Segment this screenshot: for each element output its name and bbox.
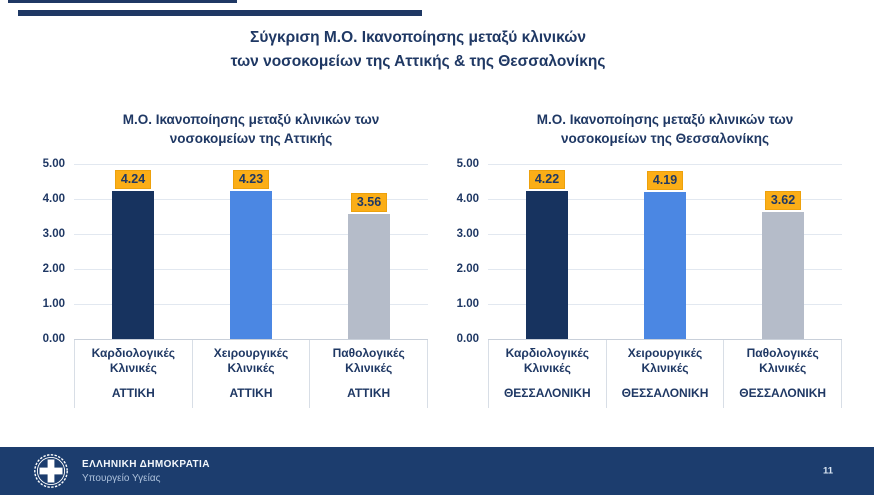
bar-group: 4.19 (606, 164, 724, 339)
top-accent-bar (18, 10, 422, 16)
category-cell: Χειρουργικές Κλινικές ΘΕΣΣΑΛΟΝΙΚΗ (605, 340, 724, 408)
department-name: Υπουργείο Υγείας (82, 472, 161, 484)
region-label: ΘΕΣΣΑΛΟΝΙΚΗ (621, 386, 709, 400)
region-label: ΑΤΤΙΚΗ (229, 386, 273, 400)
chart-attiki-title: Μ.Ο. Ικανοποίησης μεταξύ κλινικών των νο… (74, 110, 428, 148)
value-label: 3.56 (350, 193, 388, 213)
plot-area: 4.22 4.19 3.62 (488, 164, 842, 339)
y-tick: 2.00 (42, 263, 65, 275)
category-axis: Καρδιολογικές Κλινικές ΘΕΣΣΑΛΟΝΙΚΗ Χειρο… (488, 339, 843, 408)
bar-kardiologikes-attiki (112, 190, 154, 339)
greek-republic-emblem-icon (34, 454, 68, 488)
chart-thessaloniki-title-line2: νοσοκομείων της Θεσσαλονίκης (560, 131, 769, 146)
chart-attiki-title-line1: Μ.Ο. Ικανοποίησης μεταξύ κλινικών των (122, 112, 380, 127)
slide-title-line2: των νοσοκομείων της Αττικής & της Θεσσαλ… (230, 53, 606, 70)
category-cell: Χειρουργικές Κλινικές ΑΤΤΙΚΗ (191, 340, 310, 408)
bar-group: 4.24 (74, 164, 192, 339)
footer-text: ΕΛΛΗΝΙΚΗ ΔΗΜΟΚΡΑΤΙΑ Υπουργείο Υγείας (82, 459, 210, 484)
category-name: Παθολογικές Κλινικές (332, 346, 405, 375)
value-label: 3.62 (764, 191, 802, 211)
bar-pathologikes-attiki (348, 214, 390, 339)
category-cell: Παθολογικές Κλινικές ΘΕΣΣΑΛΟΝΙΚΗ (723, 340, 843, 408)
y-tick: 3.00 (456, 228, 479, 240)
slide-title-line1: Σύγκριση Μ.Ο. Ικανοποίησης μεταξύ κλινικ… (250, 29, 586, 46)
bar-pathologikes-thessaloniki (762, 212, 804, 339)
y-tick: 4.00 (42, 193, 65, 205)
bar-kardiologikes-thessaloniki (526, 191, 568, 339)
chart-thessaloniki: Μ.Ο. Ικανοποίησης μεταξύ κλινικών των νο… (442, 110, 843, 408)
y-tick: 4.00 (456, 193, 479, 205)
region-label: ΘΕΣΣΑΛΟΝΙΚΗ (739, 386, 827, 400)
y-tick: 0.00 (42, 333, 65, 345)
value-label: 4.24 (114, 169, 152, 189)
bar-group: 4.23 (192, 164, 310, 339)
bar-group: 4.22 (488, 164, 606, 339)
bar-group: 3.56 (310, 164, 428, 339)
bar-xeirourgikes-attiki (230, 190, 272, 339)
y-tick: 1.00 (42, 298, 65, 310)
category-name: Χειρουργικές Κλινικές (213, 346, 289, 375)
y-axis: 5.00 4.00 3.00 2.00 1.00 0.00 (28, 158, 74, 345)
y-axis: 5.00 4.00 3.00 2.00 1.00 0.00 (442, 158, 488, 345)
y-tick: 2.00 (456, 263, 479, 275)
category-name: Καρδιολογικές Κλινικές (91, 346, 175, 375)
value-label: 4.19 (646, 171, 684, 191)
page-number: 11 (822, 465, 833, 477)
category-cell: Καρδιολογικές Κλινικές ΘΕΣΣΑΛΟΝΙΚΗ (488, 340, 606, 408)
category-name: Καρδιολογικές Κλινικές (505, 346, 589, 375)
chart-attiki-title-line2: νοσοκομείων της Αττικής (169, 131, 333, 146)
plot-area: 4.24 4.23 3.56 (74, 164, 428, 339)
category-cell: Καρδιολογικές Κλινικές ΑΤΤΙΚΗ (74, 340, 192, 408)
value-label: 4.22 (528, 170, 566, 190)
chart-thessaloniki-title-line1: Μ.Ο. Ικανοποίησης μεταξύ κλινικών των (536, 112, 794, 127)
y-tick: 0.00 (456, 333, 479, 345)
category-cell: Παθολογικές Κλινικές ΑΤΤΙΚΗ (309, 340, 429, 408)
footer: ΕΛΛΗΝΙΚΗ ΔΗΜΟΚΡΑΤΙΑ Υπουργείο Υγείας 11 (0, 447, 874, 495)
bar-xeirourgikes-thessaloniki (644, 192, 686, 339)
region-label: ΑΤΤΙΚΗ (347, 386, 391, 400)
y-tick: 5.00 (42, 158, 65, 170)
slide-title: Σύγκριση Μ.Ο. Ικανοποίησης μεταξύ κλινικ… (0, 26, 836, 74)
gridline (488, 164, 842, 165)
category-name: Παθολογικές Κλινικές (746, 346, 819, 375)
chart-attiki: Μ.Ο. Ικανοποίησης μεταξύ κλινικών των νο… (28, 110, 429, 408)
region-label: ΘΕΣΣΑΛΟΝΙΚΗ (503, 386, 591, 400)
category-name: Χειρουργικές Κλινικές (627, 346, 703, 375)
y-tick: 1.00 (456, 298, 479, 310)
bar-group: 3.62 (724, 164, 842, 339)
org-name: ΕΛΛΗΝΙΚΗ ΔΗΜΟΚΡΑΤΙΑ (82, 458, 210, 470)
chart-thessaloniki-title: Μ.Ο. Ικανοποίησης μεταξύ κλινικών των νο… (488, 110, 842, 148)
gridline (74, 164, 428, 165)
y-tick: 3.00 (42, 228, 65, 240)
region-label: ΑΤΤΙΚΗ (111, 386, 155, 400)
value-label: 4.23 (232, 169, 270, 189)
top-accent-line (8, 0, 237, 3)
category-axis: Καρδιολογικές Κλινικές ΑΤΤΙΚΗ Χειρουργικ… (74, 339, 429, 408)
y-tick: 5.00 (456, 158, 479, 170)
